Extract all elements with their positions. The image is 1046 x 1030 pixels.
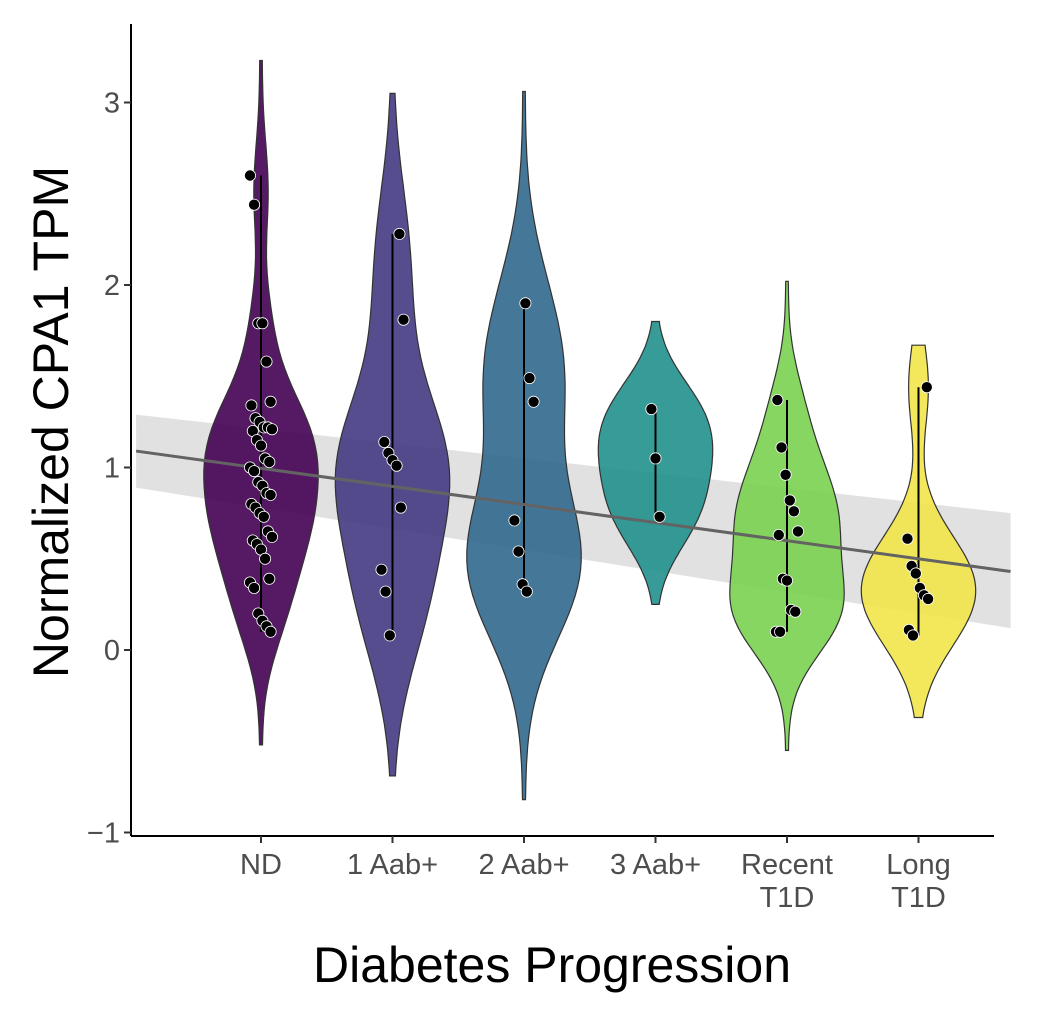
data-point: [243, 169, 256, 182]
data-point: [920, 381, 933, 394]
regression-line: [135, 449, 1011, 574]
data-point: [771, 393, 784, 406]
y-tick-label: 1: [104, 453, 120, 485]
data-point: [248, 465, 261, 478]
data-point: [789, 605, 802, 618]
x-tick-label: ND: [240, 849, 282, 881]
data-point: [779, 468, 792, 481]
data-point: [254, 439, 267, 452]
data-point: [378, 435, 391, 448]
data-point: [520, 585, 533, 598]
y-tick-label: 2: [104, 270, 120, 302]
data-point: [792, 525, 805, 538]
data-point: [645, 403, 658, 416]
x-tick-label: 1 Aab+: [347, 849, 438, 881]
data-point: [781, 574, 794, 587]
x-tick-label: 2 Aab+: [478, 849, 569, 881]
data-point: [265, 530, 278, 543]
data-point: [390, 459, 403, 472]
data-point: [379, 585, 392, 598]
violin-2aab: [466, 90, 582, 801]
data-point: [909, 567, 922, 580]
data-point: [375, 563, 388, 576]
data-point: [649, 452, 662, 465]
data-point: [783, 494, 796, 507]
data-point: [653, 510, 666, 523]
y-tick-label: 3: [104, 88, 120, 120]
data-point: [393, 227, 406, 240]
y-tick-label: 0: [104, 635, 120, 667]
data-point: [901, 532, 914, 545]
violin-layer: [203, 59, 977, 801]
data-point: [245, 399, 258, 412]
data-point: [263, 455, 276, 468]
data-point: [523, 372, 536, 385]
x-axis-title: Diabetes Progression: [313, 937, 791, 993]
data-point: [787, 505, 800, 518]
data-point: [383, 629, 396, 642]
data-point: [907, 629, 920, 642]
x-tick-label: Recent: [741, 849, 833, 881]
violin-nd: [203, 59, 319, 746]
data-point: [263, 572, 276, 585]
data-point: [259, 552, 272, 565]
violin-1aab: [334, 92, 451, 777]
data-point: [508, 514, 521, 527]
data-point: [774, 625, 787, 638]
data-point: [394, 501, 407, 514]
data-point: [264, 488, 277, 501]
data-point: [248, 198, 261, 211]
data-point: [264, 395, 277, 408]
data-point: [527, 395, 540, 408]
violin-recent-t1d: [729, 280, 845, 751]
data-point: [922, 592, 935, 605]
data-point: [264, 625, 277, 638]
x-tick-label: T1D: [891, 882, 946, 914]
x-tick-label: T1D: [760, 882, 815, 914]
data-point: [256, 317, 269, 330]
regression-line-layer: [135, 449, 1011, 574]
y-tick-label: −1: [87, 818, 120, 850]
data-point: [265, 423, 278, 436]
data-point: [397, 313, 410, 326]
x-tick-label: 3 Aab+: [610, 849, 701, 881]
data-point: [519, 297, 532, 310]
data-point: [772, 529, 785, 542]
point-layer: [243, 169, 935, 642]
data-point: [260, 355, 273, 368]
x-tick-label: Long: [886, 849, 951, 881]
data-point: [512, 545, 525, 558]
data-point: [248, 582, 261, 595]
y-axis-title: Normalized CPA1 TPM: [23, 166, 79, 678]
data-point: [257, 510, 270, 523]
data-point: [775, 441, 788, 454]
